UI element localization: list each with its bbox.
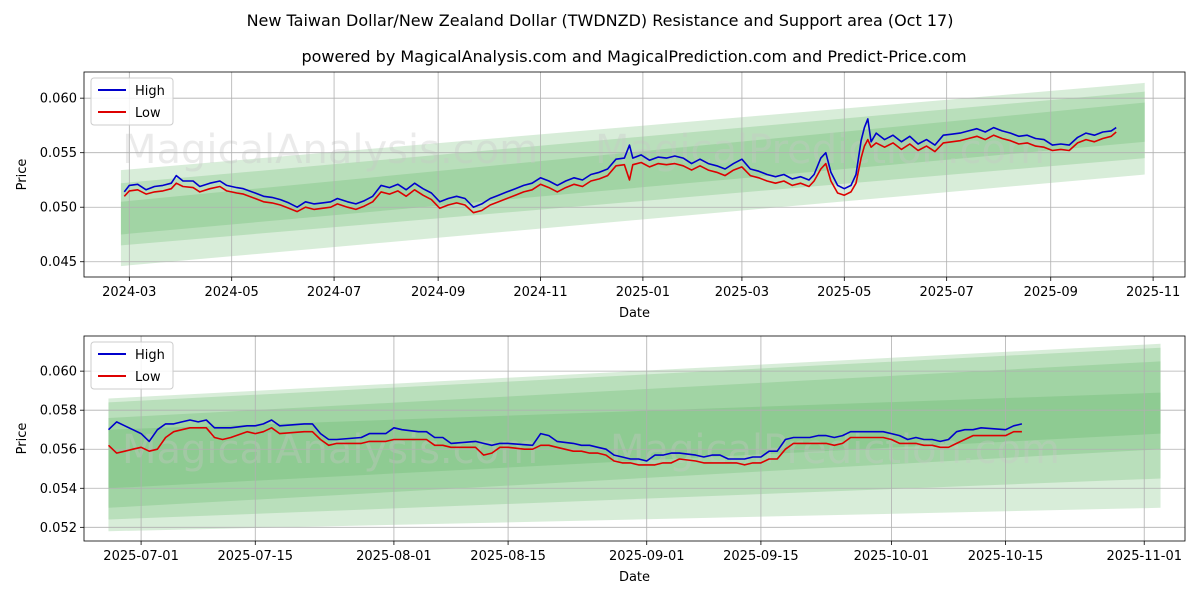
- x-tick-label: 2025-08-15: [470, 549, 546, 564]
- watermark-text: MagicalAnalysis.com: [122, 427, 538, 473]
- x-tick-label: 2024-05: [205, 285, 259, 300]
- support-resistance-band: [120, 102, 1145, 235]
- series-line-low: [123, 131, 1117, 214]
- x-tick-label: 2025-10-01: [854, 549, 930, 564]
- legend-label-low: Low: [135, 370, 161, 385]
- legend-label-high: High: [135, 348, 165, 363]
- x-tick-label: 2025-10-15: [968, 549, 1044, 564]
- plot-frame: [83, 71, 1186, 278]
- series-line-high: [107, 419, 1023, 462]
- y-tick-label: 0.054: [40, 482, 77, 497]
- x-tick-label: 2025-07: [920, 285, 974, 300]
- legend-label-low: Low: [135, 106, 161, 121]
- x-tick-label: 2025-09-01: [609, 549, 685, 564]
- y-tick-label: 0.058: [40, 404, 77, 419]
- support-resistance-band: [108, 392, 1161, 489]
- top-panel: MagicalAnalysis.com MagicalPrediction.com…: [15, 71, 1186, 321]
- x-axis-label: Date: [619, 306, 650, 321]
- support-resistance-band: [108, 347, 1161, 520]
- x-tick-label: 2024-11: [513, 285, 567, 300]
- x-tick-label: 2025-03: [715, 285, 769, 300]
- x-tick-label: 2025-07-01: [103, 549, 179, 564]
- y-tick-label: 0.052: [40, 521, 77, 536]
- y-tick-label: 0.060: [40, 92, 77, 107]
- x-tick-label: 2024-09: [411, 285, 465, 300]
- chart-title: New Taiwan Dollar/New Zealand Dollar (TW…: [247, 11, 954, 30]
- y-axis-label: Price: [15, 423, 30, 455]
- x-tick-label: 2025-09: [1024, 285, 1078, 300]
- y-axis-label: Price: [15, 159, 30, 191]
- x-tick-label: 2025-09-15: [723, 549, 799, 564]
- y-tick-label: 0.050: [40, 201, 77, 216]
- x-tick-label: 2025-01: [616, 285, 670, 300]
- x-tick-label: 2025-11: [1126, 285, 1180, 300]
- series-line-high: [123, 118, 1117, 208]
- support-resistance-band: [108, 361, 1161, 508]
- bottom-panel: MagicalAnalysis.com MagicalPrediction.com…: [15, 335, 1186, 585]
- x-tick-label: 2024-03: [102, 285, 156, 300]
- x-axis-label: Date: [619, 570, 650, 585]
- y-tick-label: 0.045: [40, 255, 77, 270]
- legend-label-high: High: [135, 84, 165, 99]
- y-tick-label: 0.056: [40, 443, 77, 458]
- watermark-text: MagicalPrediction.com: [610, 427, 1060, 473]
- chart-subtitle: powered by MagicalAnalysis.com and Magic…: [301, 47, 966, 66]
- x-tick-label: 2025-11-01: [1106, 549, 1182, 564]
- x-tick-label: 2024-07: [307, 285, 361, 300]
- x-tick-label: 2025-05: [817, 285, 871, 300]
- series-line-low: [107, 427, 1022, 466]
- watermark-text: MagicalPrediction.com: [595, 127, 1045, 173]
- y-tick-label: 0.055: [40, 146, 77, 161]
- x-tick-label: 2025-08-01: [356, 549, 432, 564]
- watermark-text: MagicalAnalysis.com: [122, 127, 538, 173]
- support-resistance-band: [108, 343, 1161, 532]
- x-tick-label: 2025-07-15: [217, 549, 293, 564]
- plot-frame: [83, 335, 1186, 542]
- support-resistance-band: [120, 82, 1145, 267]
- y-tick-label: 0.060: [40, 365, 77, 380]
